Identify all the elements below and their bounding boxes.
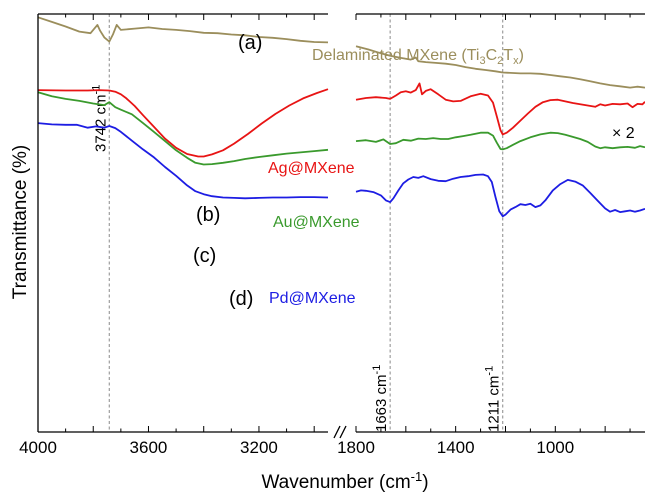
x-tick-label-1800: 1800	[337, 438, 375, 457]
series-b-line-segment-1	[37, 88, 329, 158]
series-d-name-label: Pd@MXene	[269, 290, 356, 307]
series-a-line-segment-2	[355, 45, 645, 89]
series-a-scale-note: × 2	[612, 125, 635, 142]
reference-label-1211: 1211 cm-1	[484, 366, 503, 432]
series-c-panel-label: (c)	[193, 245, 216, 267]
series-c-line-segment-1	[37, 91, 329, 166]
axis-break-marker	[333, 425, 347, 439]
reference-lines: 3742 cm-1 1663 cm-1 1211 cm-1	[90, 14, 504, 432]
x-tick-label-4000: 4000	[19, 438, 57, 457]
labels-group: (a) Delaminated MXene (Ti3C2Tx) × 2 (b) …	[10, 32, 635, 493]
series-group	[37, 16, 645, 218]
series-a-panel-label: (a)	[238, 32, 262, 54]
series-d-line-segment-1	[37, 122, 329, 200]
reference-label-1663: 1663 cm-1	[371, 365, 390, 432]
x-axis-title: Wavenumber (cm-1)	[261, 469, 428, 493]
series-b-name-label: Ag@MXene	[268, 160, 355, 177]
series-b-panel-label: (b)	[196, 204, 220, 226]
series-b-line-segment-2	[355, 82, 645, 136]
y-axis-title: Transmittance (%)	[10, 145, 31, 300]
x-tick-label-3600: 3600	[130, 438, 168, 457]
series-d-panel-label: (d)	[229, 288, 253, 310]
series-c-line-segment-2	[355, 131, 645, 151]
reference-label-3742: 3742 cm-1	[90, 85, 109, 152]
x-tick-label-1000: 1000	[536, 438, 574, 457]
x-tick-label-1400: 1400	[437, 438, 475, 457]
x-tick-label-3200: 3200	[240, 438, 278, 457]
axes-group: 4000 3600 3200 1800 1400 1000	[19, 13, 645, 457]
series-a-name-label: Delaminated MXene (Ti3C2Tx)	[312, 47, 524, 67]
series-c-name-label: Au@MXene	[273, 214, 360, 231]
series-d-line-segment-2	[355, 173, 645, 218]
series-a-line-segment-1	[37, 16, 329, 44]
